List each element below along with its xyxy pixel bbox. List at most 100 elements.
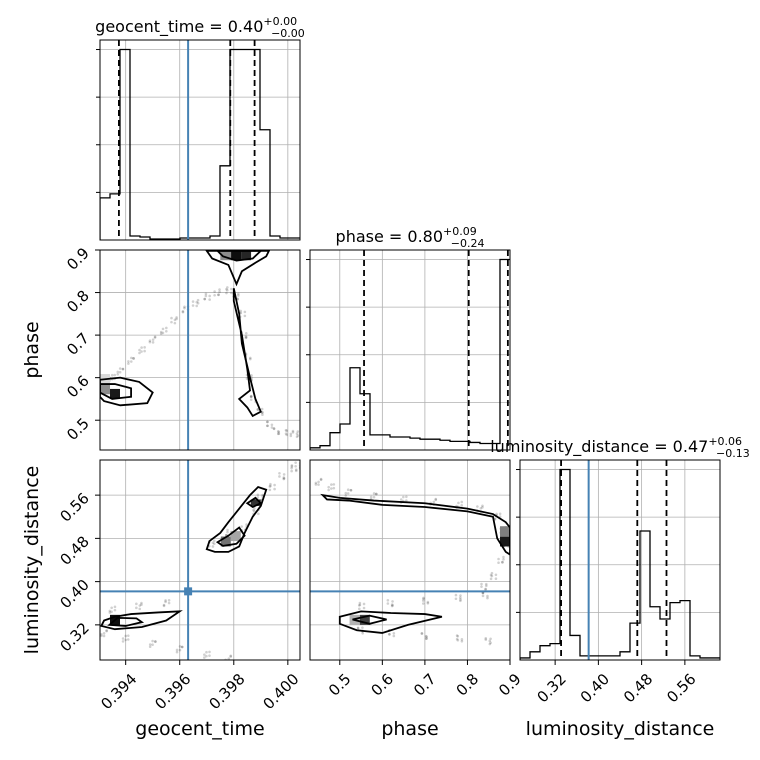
panel-title-phase: phase = 0.80+0.09 −0.24 bbox=[336, 225, 485, 250]
sample-point bbox=[459, 598, 462, 601]
sample-point bbox=[110, 606, 113, 610]
sample-point bbox=[265, 420, 269, 424]
sample-point bbox=[148, 643, 152, 646]
title-lower-error: −0.00 bbox=[271, 27, 305, 40]
sample-point bbox=[203, 653, 206, 656]
sample-point bbox=[424, 637, 428, 640]
sample-point bbox=[208, 650, 211, 654]
sample-point bbox=[282, 476, 286, 479]
sample-point bbox=[203, 297, 206, 301]
sample-point bbox=[289, 434, 293, 438]
sample-point bbox=[501, 561, 504, 564]
sample-point bbox=[113, 373, 117, 377]
sample-point bbox=[454, 593, 458, 597]
sample-point bbox=[140, 603, 143, 606]
y-tick-label: 0.6 bbox=[63, 372, 93, 402]
density-cell bbox=[500, 526, 510, 537]
sample-point bbox=[277, 430, 281, 434]
sample-point bbox=[245, 335, 248, 339]
sample-point bbox=[488, 639, 492, 643]
sample-point bbox=[265, 424, 269, 428]
sample-point bbox=[110, 373, 114, 377]
sample-point bbox=[268, 485, 272, 488]
sample-point bbox=[121, 637, 125, 640]
sample-point bbox=[284, 428, 288, 432]
sample-point bbox=[295, 432, 299, 435]
density-cell bbox=[100, 384, 110, 395]
sample-point bbox=[118, 367, 122, 370]
panel-frame bbox=[309, 459, 511, 661]
sample-point bbox=[502, 555, 505, 559]
sample-point bbox=[229, 654, 233, 658]
sample-point bbox=[484, 587, 487, 591]
x-tick-label: 0.48 bbox=[620, 670, 656, 706]
sample-point bbox=[294, 469, 298, 473]
sample-point bbox=[239, 309, 242, 313]
sample-point bbox=[319, 478, 323, 482]
sample-point bbox=[162, 604, 166, 608]
sample-point bbox=[135, 602, 138, 606]
sample-point bbox=[273, 483, 276, 487]
title-main: geocent_time = 0.40 bbox=[95, 17, 263, 37]
sample-point bbox=[405, 495, 408, 499]
sample-point bbox=[501, 560, 504, 564]
sample-point bbox=[227, 657, 231, 660]
x-tick-label: 0.8 bbox=[453, 670, 483, 700]
sample-point bbox=[195, 304, 199, 308]
y-axis-label: luminosity_distance bbox=[21, 466, 43, 655]
sample-point bbox=[102, 631, 106, 635]
sample-point bbox=[173, 321, 177, 325]
sample-point bbox=[138, 351, 141, 355]
y-tick-label: 0.32 bbox=[56, 619, 92, 655]
contour-0 bbox=[100, 376, 154, 407]
sample-point bbox=[175, 316, 178, 319]
x-tick-label: 0.56 bbox=[663, 670, 699, 706]
sample-point bbox=[289, 432, 293, 436]
sample-point bbox=[285, 429, 288, 433]
sample-point bbox=[205, 654, 208, 658]
density-cell bbox=[359, 614, 370, 625]
sample-point bbox=[173, 318, 177, 322]
sample-point bbox=[148, 339, 152, 343]
sample-point bbox=[285, 433, 289, 437]
sample-point bbox=[191, 300, 195, 303]
sample-point bbox=[253, 507, 256, 510]
sample-point bbox=[113, 605, 117, 609]
sample-point bbox=[319, 477, 323, 481]
contour-1 bbox=[100, 383, 132, 400]
y-tick-label: 0.40 bbox=[56, 576, 92, 612]
sample-point bbox=[130, 356, 133, 360]
sample-point bbox=[296, 430, 300, 433]
sample-point bbox=[250, 374, 253, 377]
sample-point bbox=[153, 335, 157, 339]
sample-point bbox=[485, 584, 488, 588]
contour-1 bbox=[107, 616, 145, 627]
panel-luminosity_distance_vs_phase bbox=[310, 460, 510, 660]
sample-point bbox=[489, 641, 492, 645]
x-tick-label: 0.400 bbox=[259, 670, 302, 713]
contour-4 bbox=[245, 496, 263, 509]
sample-point bbox=[244, 331, 248, 335]
sample-point bbox=[356, 626, 360, 630]
sample-point bbox=[270, 426, 274, 429]
sample-point bbox=[208, 298, 211, 301]
sample-point bbox=[278, 471, 281, 475]
title-upper-error: +0.09 bbox=[443, 225, 477, 238]
sample-point bbox=[327, 485, 330, 489]
sample-point bbox=[126, 638, 130, 641]
x-tick-label: 0.7 bbox=[410, 670, 440, 700]
sample-point bbox=[480, 582, 483, 586]
sample-point bbox=[130, 360, 133, 363]
sample-point bbox=[481, 504, 484, 508]
sample-point bbox=[459, 594, 462, 597]
sample-point bbox=[253, 509, 256, 513]
sample-point bbox=[332, 483, 336, 486]
sample-point bbox=[277, 432, 281, 436]
sample-point bbox=[225, 291, 228, 295]
sample-point bbox=[434, 498, 438, 502]
sample-point bbox=[272, 427, 276, 431]
sample-point bbox=[105, 629, 108, 632]
sample-point bbox=[252, 508, 255, 512]
sample-point bbox=[290, 469, 293, 473]
sample-point bbox=[362, 606, 366, 610]
